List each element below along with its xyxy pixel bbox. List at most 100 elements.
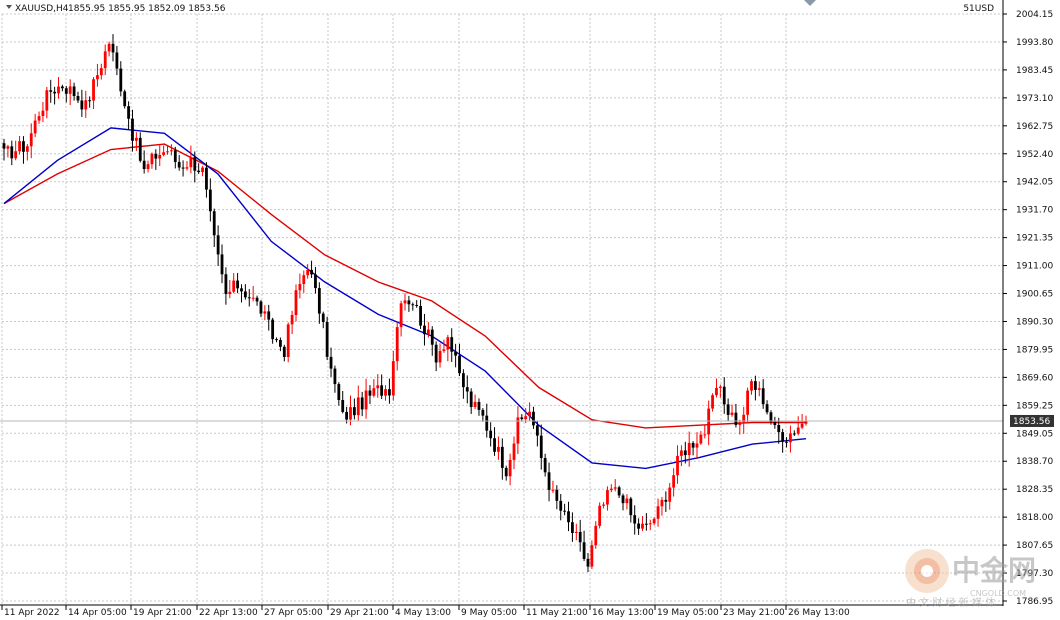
candle-body bbox=[158, 154, 162, 159]
candle bbox=[668, 482, 672, 510]
candle bbox=[415, 300, 419, 308]
candle-body bbox=[438, 351, 442, 363]
candle-body bbox=[372, 388, 376, 396]
candle-body bbox=[115, 52, 119, 69]
candle bbox=[434, 341, 438, 372]
candle bbox=[337, 382, 341, 406]
candle-body bbox=[255, 297, 259, 302]
candle-body bbox=[282, 346, 286, 357]
candle-body bbox=[103, 51, 107, 69]
candle-body bbox=[660, 499, 664, 507]
candle bbox=[547, 462, 551, 502]
candle-body bbox=[730, 412, 734, 415]
candle bbox=[586, 553, 590, 573]
candle bbox=[360, 391, 364, 417]
shift-marker-icon[interactable] bbox=[804, 0, 816, 6]
candle-body bbox=[25, 146, 29, 152]
candle bbox=[574, 523, 578, 541]
candle-body bbox=[598, 505, 602, 526]
candle-body bbox=[345, 411, 349, 420]
candle bbox=[578, 519, 582, 552]
candle-body bbox=[325, 322, 329, 357]
ohlc-label: 1855.95 1855.95 1852.09 1853.56 bbox=[68, 4, 226, 14]
candle bbox=[25, 144, 29, 161]
candle bbox=[111, 34, 115, 62]
watermark-tagline: 中 文 财 经 新 媒 体 bbox=[906, 596, 995, 609]
last-price-label: 1853.56 bbox=[1013, 417, 1050, 427]
candle bbox=[107, 41, 111, 57]
candle bbox=[10, 140, 14, 166]
candle bbox=[134, 132, 138, 151]
candle-body bbox=[551, 489, 555, 491]
candle-body bbox=[310, 269, 313, 275]
candle-body bbox=[384, 389, 387, 396]
price-axis[interactable]: 2004.15 1993.80 1983.45 1973.10 1962.75 1952.… bbox=[1002, 0, 1053, 607]
watermark: 中金网 CNGOLD.COM 中 文 财 经 新 媒 体 bbox=[905, 549, 1036, 609]
candle bbox=[356, 385, 360, 422]
y-tick-label: 1859.25 bbox=[1016, 401, 1053, 411]
candle-body bbox=[567, 511, 570, 523]
candle-body bbox=[64, 88, 68, 94]
candle-body bbox=[652, 518, 656, 524]
candle bbox=[220, 244, 224, 284]
candle-body bbox=[594, 525, 598, 546]
candle-body bbox=[45, 90, 49, 111]
candle bbox=[170, 144, 173, 156]
candle bbox=[407, 295, 411, 312]
candle-body bbox=[641, 523, 644, 529]
candle-body bbox=[99, 68, 103, 76]
candle bbox=[481, 408, 485, 422]
candle bbox=[644, 513, 648, 531]
candle bbox=[430, 326, 434, 356]
candle-body bbox=[687, 442, 691, 456]
y-tick-label: 1911.00 bbox=[1016, 262, 1053, 272]
candle bbox=[92, 77, 95, 110]
candle-body bbox=[119, 68, 123, 92]
candle bbox=[621, 493, 625, 511]
time-axis[interactable]: 11 Apr 2022 14 Apr 05:00 19 Apr 21:00 22 Ap… bbox=[0, 604, 1003, 618]
candle bbox=[543, 453, 547, 477]
candle-body bbox=[746, 390, 750, 415]
candle bbox=[757, 381, 761, 397]
x-tick-label: 19 May 05:00 bbox=[657, 608, 719, 618]
candle-body bbox=[672, 475, 676, 488]
candle bbox=[458, 343, 461, 376]
candle bbox=[240, 284, 243, 303]
candle bbox=[789, 425, 792, 453]
candle bbox=[399, 300, 403, 337]
candle bbox=[177, 154, 181, 171]
candle-body bbox=[473, 401, 477, 408]
candle bbox=[317, 282, 321, 324]
candle bbox=[349, 395, 352, 426]
candle-body bbox=[753, 381, 757, 390]
candle-body bbox=[461, 373, 465, 388]
candle bbox=[633, 505, 637, 535]
candle-body bbox=[761, 388, 765, 405]
candle bbox=[520, 414, 524, 422]
x-tick-label: 11 Apr 2022 bbox=[4, 608, 60, 618]
candle-body bbox=[711, 395, 714, 409]
candle-body bbox=[251, 297, 255, 299]
candle-body bbox=[504, 467, 508, 477]
candle bbox=[403, 293, 407, 311]
candle bbox=[703, 425, 707, 439]
candle-body bbox=[765, 404, 769, 413]
candle-body bbox=[224, 274, 228, 295]
candle bbox=[33, 113, 37, 138]
candle bbox=[185, 161, 189, 171]
symbol-dropdown-icon[interactable] bbox=[6, 5, 12, 9]
candle bbox=[516, 406, 520, 455]
candle bbox=[730, 404, 734, 417]
candle bbox=[419, 299, 422, 329]
candle bbox=[508, 453, 512, 486]
candle bbox=[753, 375, 757, 401]
candle-body bbox=[703, 434, 707, 436]
ma-slow-line bbox=[3, 143, 806, 429]
candle-body bbox=[302, 275, 306, 285]
candle bbox=[493, 427, 496, 456]
candle-body bbox=[606, 490, 609, 505]
candle bbox=[395, 322, 399, 371]
candle-body bbox=[722, 386, 726, 405]
candle-body bbox=[777, 425, 781, 433]
